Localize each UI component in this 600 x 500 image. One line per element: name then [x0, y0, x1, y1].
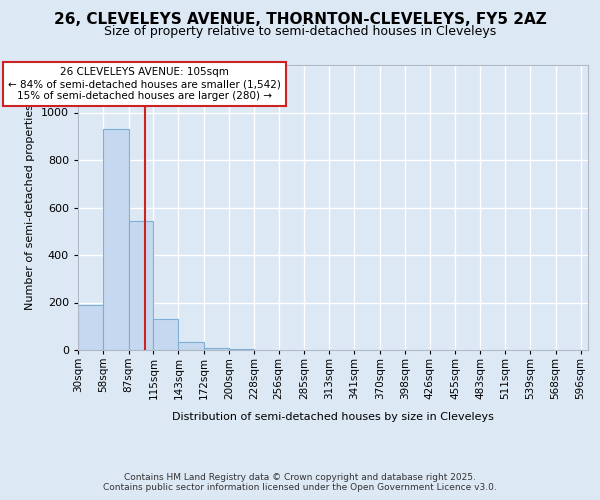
Text: 26 CLEVELEYS AVENUE: 105sqm
← 84% of semi-detached houses are smaller (1,542)
15: 26 CLEVELEYS AVENUE: 105sqm ← 84% of sem… [8, 68, 281, 100]
Text: Contains public sector information licensed under the Open Government Licence v3: Contains public sector information licen… [103, 482, 497, 492]
Bar [103, 129, 128, 350]
Bar [154, 319, 178, 350]
Text: 26, CLEVELEYS AVENUE, THORNTON-CLEVELEYS, FY5 2AZ: 26, CLEVELEYS AVENUE, THORNTON-CLEVELEYS… [53, 12, 547, 28]
Bar [78, 305, 103, 350]
Y-axis label: Number of semi-detached properties: Number of semi-detached properties [25, 104, 35, 310]
Text: Size of property relative to semi-detached houses in Cleveleys: Size of property relative to semi-detach… [104, 25, 496, 38]
Text: Distribution of semi-detached houses by size in Cleveleys: Distribution of semi-detached houses by … [172, 412, 494, 422]
Bar [229, 349, 254, 350]
Bar [204, 348, 229, 350]
Text: Contains HM Land Registry data © Crown copyright and database right 2025.: Contains HM Land Registry data © Crown c… [124, 472, 476, 482]
Bar [178, 342, 204, 350]
Bar [128, 220, 154, 350]
